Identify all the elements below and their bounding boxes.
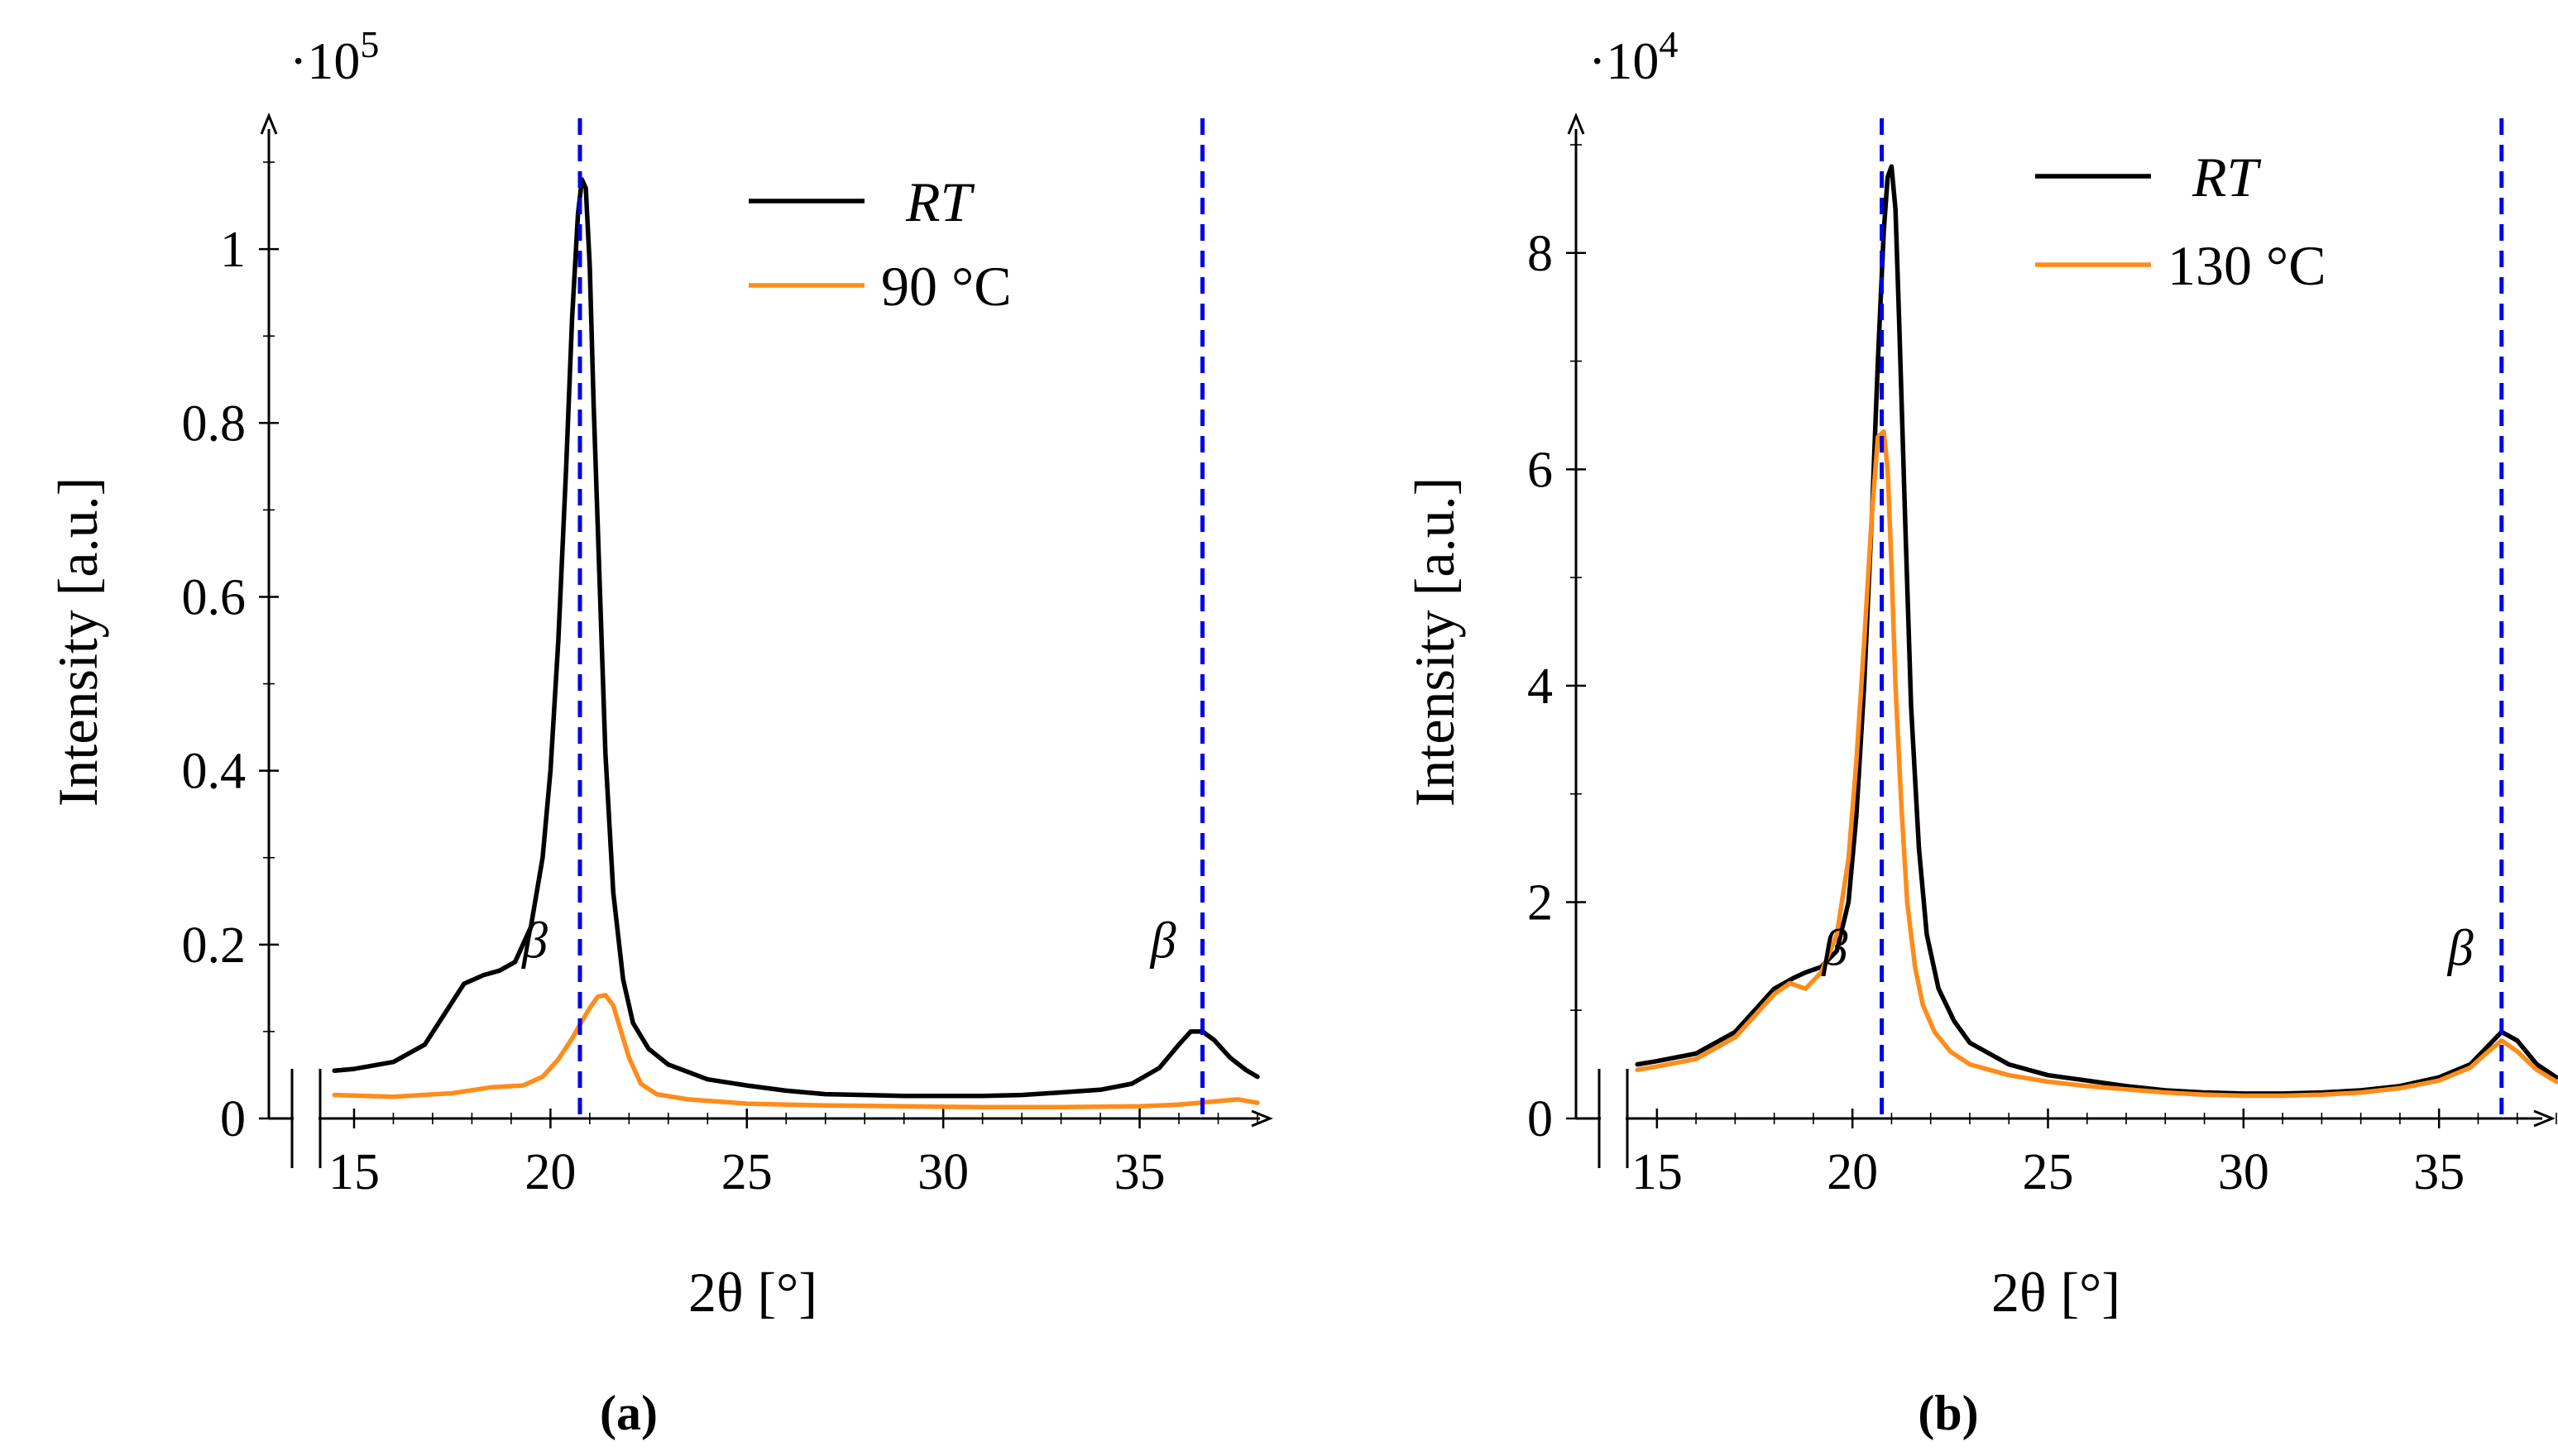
y-tick-label: 0.8	[182, 395, 247, 452]
y-tick-label: 2	[1527, 874, 1553, 931]
chart-panel-a: 15 20 25 30 35 0 0.2 0.4 0.6 0.8 1 ·105 Intensity [a…	[46, 23, 1273, 1440]
legend-label: RT	[2192, 146, 2262, 208]
y-multiplier-exponent: 5	[360, 23, 379, 65]
y-axis-arrow	[260, 113, 278, 135]
panel-caption: (b)	[1918, 1386, 1978, 1440]
x-tick-label: 25	[721, 1144, 773, 1200]
y-tick-label: 0	[1527, 1091, 1553, 1147]
y-tick-label: 1	[220, 222, 246, 278]
legend-label: RT	[905, 170, 975, 233]
y-tick-label: 4	[1527, 659, 1553, 715]
x-axis-title: 2θ [°]	[688, 1261, 817, 1324]
y-multiplier: ·104	[1588, 23, 1678, 90]
y-axis-title: Intensity [a.u.]	[46, 477, 109, 807]
y-tick-label: 0.6	[182, 569, 247, 625]
axis-break-gap	[1601, 1116, 1626, 1121]
beta-annotation: β	[1821, 920, 1847, 976]
beta-annotation: β	[521, 913, 548, 970]
x-tick-label: 20	[1827, 1144, 1878, 1200]
x-tick-label: 25	[2023, 1144, 2074, 1200]
beta-annotation: β	[1150, 913, 1176, 970]
x-tick-label: 15	[328, 1144, 380, 1200]
y-axis-arrow	[1567, 113, 1585, 135]
beta-annotation: β	[2447, 920, 2474, 976]
x-tick-label: 30	[917, 1144, 969, 1200]
x-tick-label: 30	[2218, 1144, 2269, 1200]
y-tick-label: 6	[1527, 442, 1553, 498]
axis-break-gap	[294, 1116, 319, 1121]
y-multiplier-base: ·10	[1588, 31, 1659, 90]
y-axis-title: Intensity [a.u.]	[1403, 477, 1466, 807]
x-tick-label: 20	[525, 1144, 576, 1200]
x-tick-label: 15	[1631, 1144, 1683, 1200]
series-line-rt	[332, 177, 1260, 1099]
x-tick-label: 35	[2413, 1144, 2465, 1200]
y-tick-label: 0	[220, 1091, 246, 1147]
x-axis-arrow	[2533, 1109, 2556, 1128]
x-axis-title: 2θ [°]	[1991, 1261, 2120, 1324]
y-tick-label: 8	[1527, 226, 1553, 282]
y-multiplier: ·105	[290, 23, 379, 90]
panel-caption: (a)	[600, 1386, 658, 1440]
series-line-heated	[332, 993, 1260, 1110]
y-multiplier-base: ·10	[290, 31, 360, 90]
series-line-heated	[1635, 429, 2558, 1099]
x-tick-label: 35	[1114, 1144, 1166, 1200]
legend-label: 130 °C	[2168, 234, 2326, 297]
y-tick-label: 0.2	[182, 917, 247, 974]
series-line-rt	[1635, 164, 2558, 1096]
y-tick-label: 0.4	[182, 744, 247, 800]
legend-label: 90 °C	[881, 255, 1012, 318]
y-multiplier-exponent: 4	[1659, 23, 1678, 65]
